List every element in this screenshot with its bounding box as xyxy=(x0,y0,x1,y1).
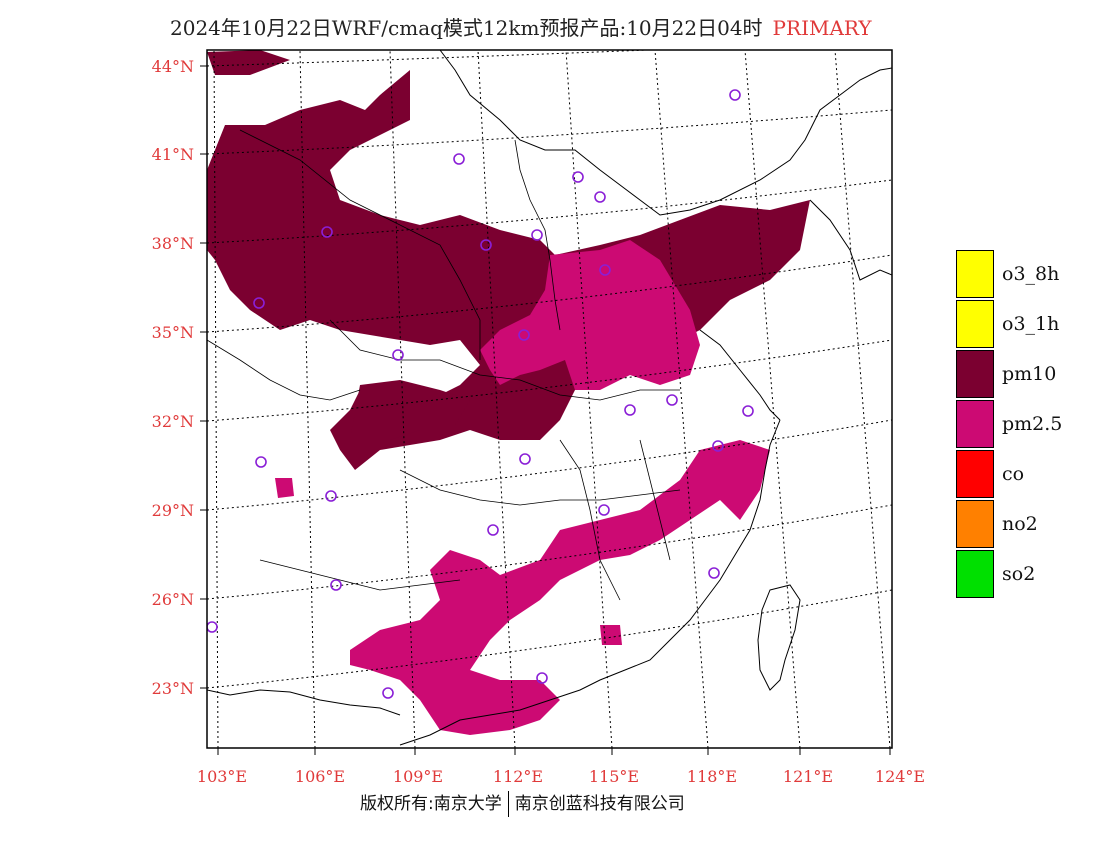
pm25-region-east-spot xyxy=(600,625,622,645)
lat-label: 32°N xyxy=(152,412,194,431)
lon-label: 106°E xyxy=(295,767,345,786)
legend-label: pm2.5 xyxy=(1002,413,1063,435)
lon-label: 121°E xyxy=(783,767,833,786)
station-marker xyxy=(666,394,678,406)
station-marker xyxy=(729,89,741,101)
coastline xyxy=(207,50,892,746)
legend-swatch xyxy=(956,500,994,548)
station-marker xyxy=(519,453,531,465)
legend-swatch xyxy=(956,450,994,498)
station-marker xyxy=(392,349,404,361)
legend-swatch xyxy=(956,250,994,298)
lat-label: 38°N xyxy=(152,234,194,253)
title-tag: PRIMARY xyxy=(772,16,872,40)
station-marker xyxy=(536,672,548,684)
province-borders xyxy=(207,129,681,601)
title-text: 2024年10月22日WRF/cmaq模式12km预报产品:10月22日04时 xyxy=(170,16,763,40)
lat-label: 44°N xyxy=(152,57,194,76)
station-marker xyxy=(255,456,267,468)
lon-label: 103°E xyxy=(197,767,247,786)
legend-swatch xyxy=(956,550,994,598)
lat-label: 26°N xyxy=(152,590,194,609)
legend-swatch xyxy=(956,350,994,398)
lat-label: 29°N xyxy=(152,501,194,520)
station-marker xyxy=(480,239,492,251)
lon-label: 118°E xyxy=(687,767,737,786)
station-marker xyxy=(708,567,720,579)
pm10-region-west-patch xyxy=(350,380,470,455)
legend-label: no2 xyxy=(1002,513,1038,535)
station-marker xyxy=(518,329,530,341)
lon-label: 109°E xyxy=(393,767,443,786)
pm25-region-south-band xyxy=(350,440,770,735)
station-marker xyxy=(742,405,754,417)
graticule xyxy=(207,50,892,748)
pm25-region-west-spot xyxy=(275,478,294,498)
legend-item: pm10 xyxy=(956,349,1096,399)
legend-item: no2 xyxy=(956,499,1096,549)
copyright-footer: 版权所有:南京大学 南京创蓝科技有限公司 xyxy=(360,789,685,817)
station-marker xyxy=(207,621,218,633)
legend-label: o3_8h xyxy=(1002,263,1060,285)
station-marker xyxy=(572,171,584,183)
pm10-region-north xyxy=(207,70,810,470)
footer-right: 南京创蓝科技有限公司 xyxy=(514,794,685,814)
legend-label: so2 xyxy=(1002,563,1036,585)
station-marker xyxy=(330,579,342,591)
station-marker xyxy=(325,490,337,502)
lat-label: 35°N xyxy=(152,323,194,342)
legend-item: pm2.5 xyxy=(956,399,1096,449)
station-marker xyxy=(321,226,333,238)
station-marker xyxy=(531,229,543,241)
lon-label: 112°E xyxy=(493,767,543,786)
station-marker xyxy=(712,440,724,452)
legend-item: so2 xyxy=(956,549,1096,599)
footer-left: 版权所有:南京大学 xyxy=(360,794,502,814)
legend-item: co xyxy=(956,449,1096,499)
footer-separator xyxy=(507,791,509,817)
legend-label: pm10 xyxy=(1002,363,1057,385)
station-marker xyxy=(599,264,611,276)
station-markers xyxy=(207,89,754,699)
station-marker xyxy=(382,687,394,699)
lat-label: 23°N xyxy=(152,679,194,698)
pm10-region-nw-cap xyxy=(207,50,290,75)
map-title: 2024年10月22日WRF/cmaq模式12km预报产品:10月22日04时 P… xyxy=(170,12,872,41)
station-marker xyxy=(598,504,610,516)
station-marker xyxy=(594,191,606,203)
lon-label: 124°E xyxy=(875,767,925,786)
station-marker xyxy=(253,297,265,309)
pollutant-legend: o3_8h o3_1h pm10 pm2.5 co no2 so2 xyxy=(956,249,1096,599)
pm25-region-central xyxy=(480,240,700,390)
station-marker xyxy=(453,153,465,165)
longitude-labels: 103°E 106°E 109°E 112°E 115°E 118°E 121°… xyxy=(197,767,925,786)
legend-swatch xyxy=(956,400,994,448)
station-marker xyxy=(624,404,636,416)
legend-label: o3_1h xyxy=(1002,313,1060,335)
map-frame xyxy=(206,49,893,749)
legend-label: co xyxy=(1002,463,1025,485)
legend-item: o3_1h xyxy=(956,299,1096,349)
legend-item: o3_8h xyxy=(956,249,1096,299)
legend-swatch xyxy=(956,300,994,348)
lon-label: 115°E xyxy=(589,767,639,786)
station-marker xyxy=(487,524,499,536)
latitude-labels: 44°N 41°N 38°N 35°N 32°N 29°N 26°N 23°N xyxy=(152,57,194,698)
axis-ticks xyxy=(200,65,891,755)
lat-label: 41°N xyxy=(152,145,194,164)
